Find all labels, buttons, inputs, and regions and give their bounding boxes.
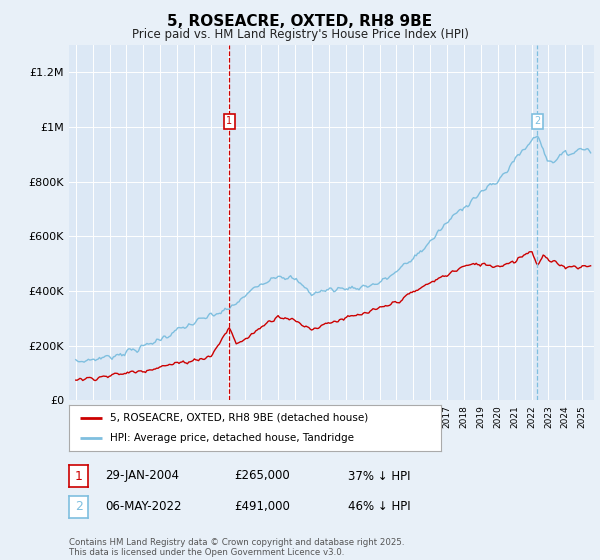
- Text: 5, ROSEACRE, OXTED, RH8 9BE (detached house): 5, ROSEACRE, OXTED, RH8 9BE (detached ho…: [110, 413, 368, 423]
- Text: Contains HM Land Registry data © Crown copyright and database right 2025.
This d: Contains HM Land Registry data © Crown c…: [69, 538, 404, 557]
- Text: 2: 2: [74, 500, 83, 514]
- Text: 37% ↓ HPI: 37% ↓ HPI: [348, 469, 410, 483]
- Text: HPI: Average price, detached house, Tandridge: HPI: Average price, detached house, Tand…: [110, 433, 354, 443]
- Text: 1: 1: [226, 116, 232, 127]
- Text: Price paid vs. HM Land Registry's House Price Index (HPI): Price paid vs. HM Land Registry's House …: [131, 28, 469, 41]
- Text: £491,000: £491,000: [234, 500, 290, 514]
- Text: 5, ROSEACRE, OXTED, RH8 9BE: 5, ROSEACRE, OXTED, RH8 9BE: [167, 14, 433, 29]
- Text: 29-JAN-2004: 29-JAN-2004: [105, 469, 179, 483]
- Text: 06-MAY-2022: 06-MAY-2022: [105, 500, 182, 514]
- Text: 1: 1: [74, 469, 83, 483]
- Text: £265,000: £265,000: [234, 469, 290, 483]
- Text: 46% ↓ HPI: 46% ↓ HPI: [348, 500, 410, 514]
- Text: 2: 2: [535, 116, 541, 127]
